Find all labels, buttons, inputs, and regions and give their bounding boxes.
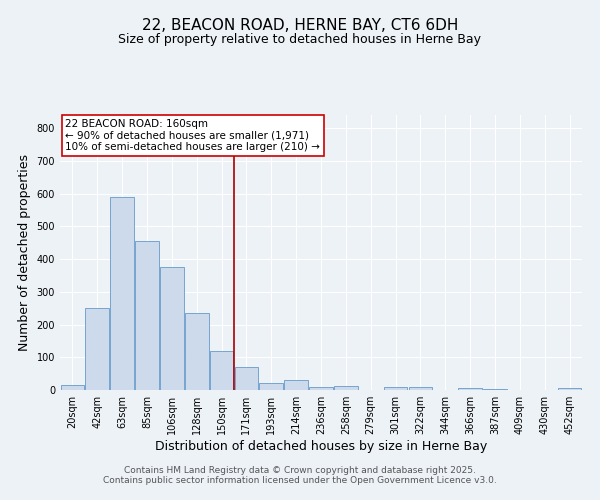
Text: 22 BEACON ROAD: 160sqm
← 90% of detached houses are smaller (1,971)
10% of semi-: 22 BEACON ROAD: 160sqm ← 90% of detached… <box>65 119 320 152</box>
Bar <box>309 386 333 390</box>
Bar <box>61 385 84 390</box>
Bar <box>160 267 184 390</box>
Bar <box>185 313 209 390</box>
Text: 22, BEACON ROAD, HERNE BAY, CT6 6DH: 22, BEACON ROAD, HERNE BAY, CT6 6DH <box>142 18 458 32</box>
Text: Size of property relative to detached houses in Herne Bay: Size of property relative to detached ho… <box>119 32 482 46</box>
Bar <box>284 380 308 390</box>
Bar <box>235 367 258 390</box>
Bar <box>458 388 482 390</box>
Bar <box>558 388 581 390</box>
X-axis label: Distribution of detached houses by size in Herne Bay: Distribution of detached houses by size … <box>155 440 487 453</box>
Bar <box>259 384 283 390</box>
Bar <box>210 350 233 390</box>
Bar <box>334 386 358 390</box>
Bar <box>85 308 109 390</box>
Text: Contains HM Land Registry data © Crown copyright and database right 2025.
Contai: Contains HM Land Registry data © Crown c… <box>103 466 497 485</box>
Y-axis label: Number of detached properties: Number of detached properties <box>18 154 31 351</box>
Bar <box>135 241 159 390</box>
Bar <box>409 386 432 390</box>
Bar <box>483 389 507 390</box>
Bar <box>384 386 407 390</box>
Bar <box>110 197 134 390</box>
